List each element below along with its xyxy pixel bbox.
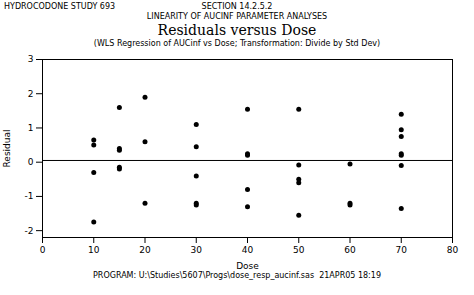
svg-text:Dose: Dose <box>236 261 259 271</box>
svg-text:70: 70 <box>396 245 408 255</box>
svg-text:0: 0 <box>40 245 46 255</box>
svg-text:-1: -1 <box>25 191 34 201</box>
html-text:PROGRAM: U:\Studies\5607\Progs: PROGRAM: U:\Studies\5607\Progs\dose_resp… <box>93 271 381 280</box>
svg-text:30: 30 <box>191 245 203 255</box>
svg-text:Residual: Residual <box>2 129 12 167</box>
svg-text:50: 50 <box>293 245 305 255</box>
svg-text:60: 60 <box>344 245 356 255</box>
svg-text:40: 40 <box>242 245 254 255</box>
svg-text:0: 0 <box>28 157 34 167</box>
html-text:SECTION 14.2.5.2: SECTION 14.2.5.2 <box>201 2 273 11</box>
html-text:HYDROCODONE STUDY 693: HYDROCODONE STUDY 693 <box>4 2 116 11</box>
html-text:Residuals versus Dose: Residuals versus Dose <box>157 22 317 38</box>
svg-text:-2: -2 <box>25 226 34 236</box>
html-text:(WLS Regression of AUCinf vs D: (WLS Regression of AUCinf vs Dose; Trans… <box>93 39 381 48</box>
svg-text:2: 2 <box>28 89 34 99</box>
svg-text:1: 1 <box>28 123 34 133</box>
svg-text:3: 3 <box>28 54 34 64</box>
svg-text:20: 20 <box>139 245 151 255</box>
html-text:LINEARITY OF AUCINF PARAMETER: LINEARITY OF AUCINF PARAMETER ANALYSES <box>146 12 328 21</box>
svg-text:80: 80 <box>447 245 459 255</box>
svg-text:10: 10 <box>88 245 100 255</box>
